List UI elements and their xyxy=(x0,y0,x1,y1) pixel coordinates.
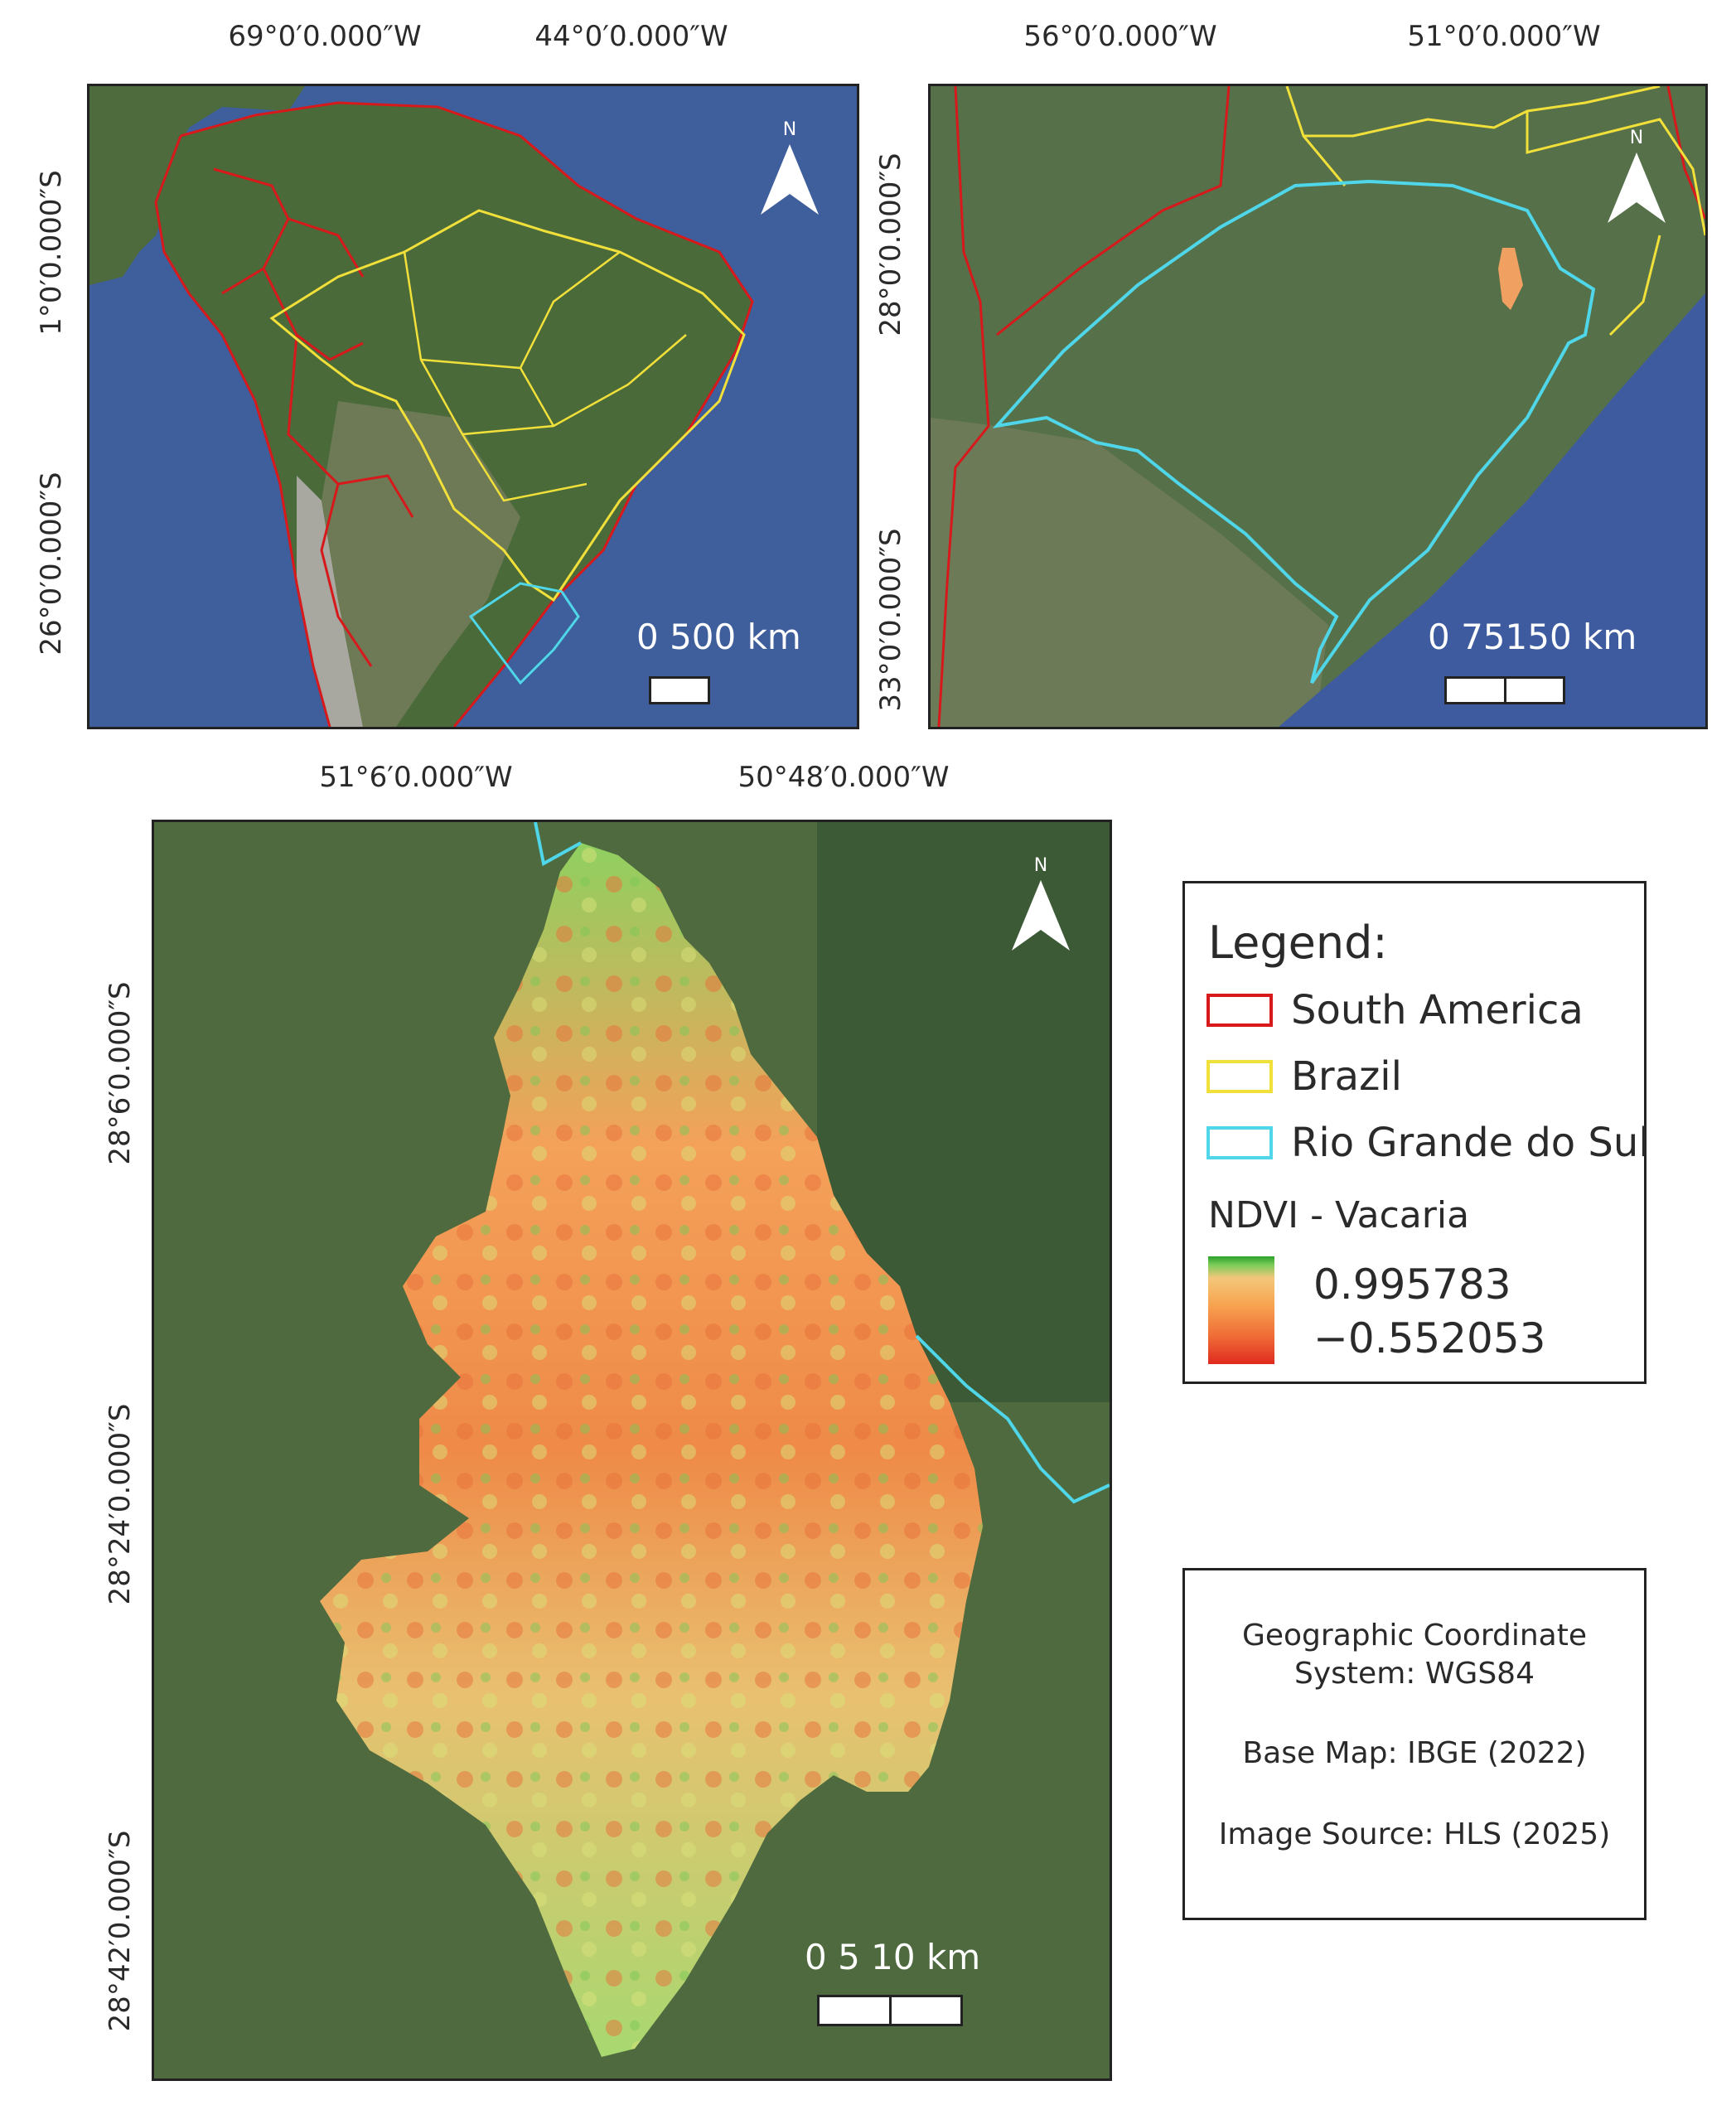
left-tick-label: 28°0′0.000″S xyxy=(874,152,907,336)
north-arrow-icon: N xyxy=(1603,128,1670,227)
scale-bar-icon xyxy=(817,1995,963,2026)
north-arrow-shape xyxy=(1608,152,1666,223)
map-legend: Legend: South America Brazil Rio Grande … xyxy=(1182,881,1650,1384)
map-info-box: Geographic Coordinate System: WGS84 Base… xyxy=(1182,1568,1647,1920)
top-tick-label: 51°0′0.000″W xyxy=(1407,20,1601,53)
rs-map-canvas xyxy=(931,86,1705,727)
top-tick-label: 56°0′0.000″W xyxy=(1023,20,1217,53)
info-line: Base Map: IBGE (2022) xyxy=(1242,1736,1587,1770)
legend-title: Legend: xyxy=(1208,917,1388,969)
top-tick-label: 44°0′0.000″W xyxy=(534,20,728,53)
scale-bar-label: 0 500 km xyxy=(636,617,801,657)
scale-bar-label: 0 5 10 km xyxy=(805,1937,981,1977)
legend-item-south-america: South America xyxy=(1206,987,1584,1033)
top-tick-label: 51°6′0.000″W xyxy=(319,761,513,794)
north-label: N xyxy=(782,119,797,140)
ndvi-title: NDVI - Vacaria xyxy=(1208,1194,1470,1236)
north-label: N xyxy=(1033,855,1048,876)
info-line: Geographic Coordinate xyxy=(1241,1619,1588,1653)
legend-swatch xyxy=(1206,1126,1273,1159)
vacaria-map-canvas xyxy=(154,822,1110,2078)
legend-item-rio-grande-do-sul: Rio Grande do Sul xyxy=(1206,1120,1650,1166)
legend-label: Rio Grande do Sul xyxy=(1291,1120,1650,1166)
left-tick-label: 28°6′0.000″S xyxy=(104,981,137,1165)
info-line: Image Source: HLS (2025) xyxy=(1218,1817,1611,1851)
top-tick-label: 50°48′0.000″W xyxy=(737,761,950,794)
legend-label: Brazil xyxy=(1291,1053,1402,1100)
info-line: System: WGS84 xyxy=(1294,1657,1535,1691)
legend-swatch xyxy=(1206,994,1273,1027)
vacaria-map: N 0 5 10 km xyxy=(152,820,1112,2081)
top-tick-label: 69°0′0.000″W xyxy=(228,20,422,53)
rio-grande-do-sul-map: N 0 75150 km xyxy=(928,84,1708,729)
north-label: N xyxy=(1629,128,1644,148)
legend-swatch xyxy=(1206,1060,1273,1093)
left-tick-label: 33°0′0.000″S xyxy=(874,528,907,712)
scale-bar-label: 0 75150 km xyxy=(1428,617,1637,657)
left-tick-label: 1°0′0.000″S xyxy=(35,170,68,336)
left-tick-label: 28°24′0.000″S xyxy=(104,1403,137,1605)
north-arrow-icon: N xyxy=(757,119,823,219)
north-arrow-shape xyxy=(1012,880,1070,951)
ndvi-min-value: −0.552053 xyxy=(1313,1314,1546,1362)
ndvi-color-ramp xyxy=(1208,1256,1274,1364)
north-arrow-shape xyxy=(761,144,819,215)
scale-bar-icon xyxy=(649,676,710,704)
left-tick-label: 28°42′0.000″S xyxy=(104,1830,137,2032)
south-america-map: N 0 500 km xyxy=(87,84,859,729)
south-america-map-canvas xyxy=(89,86,857,727)
scale-bar-icon xyxy=(1444,676,1565,704)
north-arrow-icon: N xyxy=(1008,855,1074,955)
legend-item-brazil: Brazil xyxy=(1206,1053,1402,1100)
left-tick-label: 26°0′0.000″S xyxy=(35,472,68,656)
ndvi-max-value: 0.995783 xyxy=(1313,1261,1511,1309)
legend-label: South America xyxy=(1291,987,1584,1033)
